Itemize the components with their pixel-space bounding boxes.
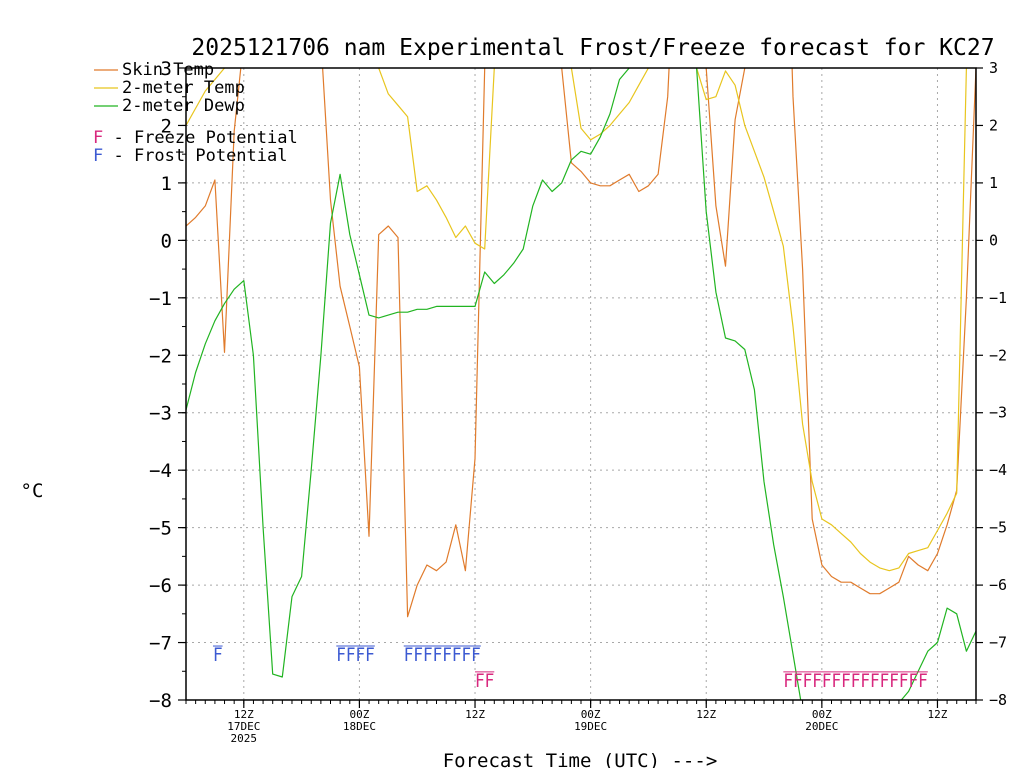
chart-title: 2025121706 nam Experimental Frost/Freeze… — [191, 35, 994, 61]
legend-label: 2-meter Temp — [122, 78, 245, 98]
right-y-tick-label: 0 — [989, 231, 998, 249]
y-tick-label: −6 — [149, 575, 172, 597]
frost-marker: FFFFFFFF — [404, 644, 481, 666]
y-tick-label: 1 — [161, 173, 172, 195]
y-tick-label: −5 — [149, 518, 172, 540]
freeze-marker: FF — [475, 670, 494, 692]
legend-label: Skin Temp — [122, 60, 214, 80]
y-tick-label: −4 — [149, 460, 172, 482]
x-tick-label: 00Z — [812, 708, 832, 721]
right-y-tick-label: −8 — [989, 691, 1007, 709]
x-tick-label: 12Z — [696, 708, 716, 721]
right-y-tick-label: −4 — [989, 461, 1007, 479]
y-tick-label: 2 — [161, 115, 172, 137]
right-y-tick-label: −7 — [989, 634, 1007, 652]
y-tick-label: −7 — [149, 633, 172, 655]
right-y-tick-label: −5 — [989, 519, 1007, 537]
x-tick-label: 2025 — [231, 732, 258, 745]
x-tick-label: 19DEC — [574, 720, 607, 733]
frost-marker: FFFF — [336, 644, 375, 666]
x-tick-label: 17DEC — [227, 720, 260, 733]
right-y-tick-label: −6 — [989, 576, 1007, 594]
freeze-marker: FFFFFFFFFFFFFFF — [783, 670, 928, 692]
right-y-tick-label: 2 — [989, 116, 998, 134]
right-y-tick-label: −1 — [989, 289, 1007, 307]
x-tick-label: 20DEC — [805, 720, 838, 733]
y-tick-label: 3 — [161, 58, 172, 80]
right-y-axis: −8 −7 −6 −5 −4 −3 −2 −1 0 1 2 3 — [976, 59, 1007, 709]
left-y-axis: −8 −7 −6 −5 −4 −3 −2 −1 0 1 2 3 — [149, 58, 186, 712]
x-tick-label: 12Z — [234, 708, 254, 721]
y-tick-label: 0 — [161, 230, 172, 252]
series-line-2-meter-temp — [186, 68, 967, 572]
y-tick-label: −8 — [149, 690, 172, 712]
y-tick-label: −3 — [149, 403, 172, 425]
legend-label: 2-meter Dewp — [122, 96, 245, 116]
right-y-tick-label: −2 — [989, 346, 1007, 364]
right-y-tick-label: −3 — [989, 404, 1007, 422]
x-tick-label: 00Z — [349, 708, 369, 721]
x-tick-label: 00Z — [581, 708, 601, 721]
frost-marker: F — [213, 644, 223, 666]
series-layer — [186, 68, 976, 700]
x-tick-label: 18DEC — [343, 720, 376, 733]
y-tick-label: −2 — [149, 345, 172, 367]
marker-legend-entry: F - Frost Potential — [93, 146, 287, 166]
y-tick-label: −1 — [149, 288, 172, 310]
marker-legend-entry: F - Freeze Potential — [93, 128, 298, 148]
series-line-skin-temp — [186, 68, 976, 618]
plot-frame — [185, 67, 977, 701]
x-tick-label: 12Z — [465, 708, 485, 721]
y-axis-label: °C — [21, 480, 44, 502]
right-y-tick-label: 3 — [989, 59, 998, 77]
right-y-tick-label: 1 — [989, 174, 998, 192]
gridlines — [186, 68, 976, 700]
series-line-2-meter-dewp — [186, 68, 976, 700]
x-tick-label: 12Z — [928, 708, 948, 721]
x-axis-label: Forecast Time (UTC) ---> — [443, 750, 718, 768]
marker-layer: F FFFF FFFFFFFFFF FFFFFFFFFFFFFFF — [212, 644, 928, 692]
